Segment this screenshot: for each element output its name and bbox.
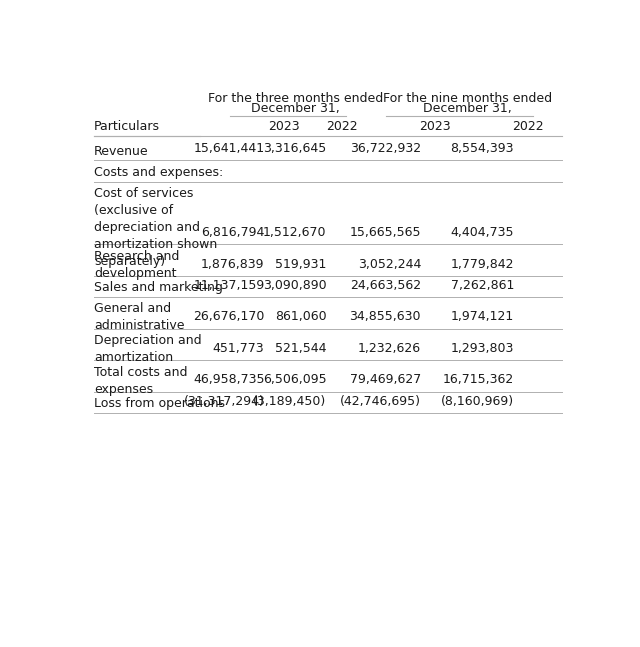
Text: (3,189,450): (3,189,450) <box>253 395 326 408</box>
Text: Costs and expenses:: Costs and expenses: <box>94 166 223 179</box>
Text: (42,746,695): (42,746,695) <box>340 395 421 408</box>
Text: (8,160,969): (8,160,969) <box>441 395 514 408</box>
Text: 451,773: 451,773 <box>213 342 264 355</box>
Text: 6,506,095: 6,506,095 <box>263 373 326 386</box>
Text: General and
administrative: General and administrative <box>94 303 184 333</box>
Text: December 31,: December 31, <box>423 102 512 115</box>
Text: 1,232,626: 1,232,626 <box>358 342 421 355</box>
Text: (31,317,294): (31,317,294) <box>184 395 264 408</box>
Text: 7,262,861: 7,262,861 <box>451 279 514 292</box>
Text: 1,876,839: 1,876,839 <box>201 258 264 270</box>
Text: 6,816,794: 6,816,794 <box>201 226 264 239</box>
Text: Total costs and
expenses: Total costs and expenses <box>94 366 188 395</box>
Text: Revenue: Revenue <box>94 145 148 158</box>
Text: For the nine months ended: For the nine months ended <box>383 91 552 105</box>
Text: 1,779,842: 1,779,842 <box>451 258 514 270</box>
Text: 521,544: 521,544 <box>275 342 326 355</box>
Text: 1,512,670: 1,512,670 <box>263 226 326 239</box>
Text: 2023: 2023 <box>419 120 451 133</box>
Text: December 31,: December 31, <box>251 102 340 115</box>
Text: 16,715,362: 16,715,362 <box>443 373 514 386</box>
Text: 15,641,441: 15,641,441 <box>193 142 264 155</box>
Text: 861,060: 861,060 <box>275 311 326 324</box>
Text: 1,974,121: 1,974,121 <box>451 311 514 324</box>
Text: 4,404,735: 4,404,735 <box>451 226 514 239</box>
Text: 8,554,393: 8,554,393 <box>451 142 514 155</box>
Text: 3,316,645: 3,316,645 <box>263 142 326 155</box>
Text: 1,293,803: 1,293,803 <box>451 342 514 355</box>
Text: 2022: 2022 <box>326 120 358 133</box>
Text: 36,722,932: 36,722,932 <box>350 142 421 155</box>
Text: Loss from operations: Loss from operations <box>94 397 225 410</box>
Text: Sales and marketing: Sales and marketing <box>94 281 223 294</box>
Text: 3,052,244: 3,052,244 <box>358 258 421 270</box>
Text: For the three months ended: For the three months ended <box>208 91 383 105</box>
Text: Depreciation and
amortization: Depreciation and amortization <box>94 334 202 364</box>
Text: 46,958,735: 46,958,735 <box>193 373 264 386</box>
Text: 2022: 2022 <box>512 120 544 133</box>
Text: 26,676,170: 26,676,170 <box>193 311 264 324</box>
Text: 11,137,159: 11,137,159 <box>193 279 264 292</box>
Text: Cost of services
(exclusive of
depreciation and
amortization shown
separately): Cost of services (exclusive of depreciat… <box>94 187 217 268</box>
Text: 519,931: 519,931 <box>275 258 326 270</box>
Text: 34,855,630: 34,855,630 <box>349 311 421 324</box>
Text: 3,090,890: 3,090,890 <box>263 279 326 292</box>
Text: Research and
development: Research and development <box>94 250 179 280</box>
Text: Particulars: Particulars <box>94 120 160 133</box>
Text: 24,663,562: 24,663,562 <box>350 279 421 292</box>
Text: 2023: 2023 <box>268 120 300 133</box>
Text: 79,469,627: 79,469,627 <box>349 373 421 386</box>
Text: 15,665,565: 15,665,565 <box>349 226 421 239</box>
